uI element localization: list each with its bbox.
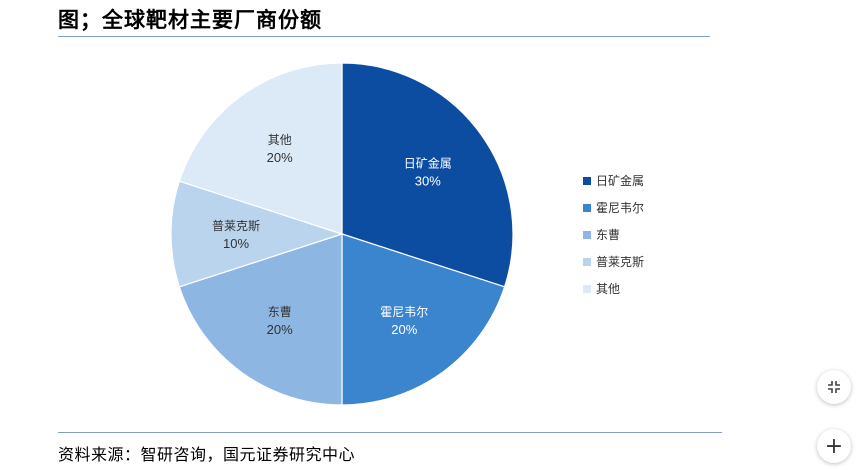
slice-label-4: 普莱克斯 [212, 219, 260, 233]
pie-slice-1 [341, 62, 514, 288]
title-divider [58, 36, 710, 37]
legend-swatch-1 [583, 177, 591, 185]
pie-slice-2 [341, 233, 506, 406]
collapse-button[interactable] [817, 370, 851, 404]
slice-label-1: 日矿金属 [404, 156, 452, 171]
legend-label-1: 日矿金属 [596, 173, 644, 188]
slice-label-3: 东曹 [268, 305, 292, 319]
collapse-icon [828, 381, 840, 393]
legend-label-5: 其他 [596, 282, 620, 296]
pie-slices [170, 62, 514, 406]
source-note: 资料来源：智研咨询，国元证券研究中心 [58, 445, 356, 464]
slice-label-5: 其他 [268, 133, 292, 147]
legend-swatch-2 [583, 204, 591, 212]
slice-value-label-5: 20% [267, 150, 293, 165]
slice-value-label-4: 10% [223, 236, 249, 251]
slice-value-label-2: 20% [391, 322, 417, 337]
legend-swatch-3 [583, 231, 591, 239]
slice-label-2: 霍尼韦尔 [380, 304, 428, 319]
legend-label-2: 霍尼韦尔 [596, 200, 644, 215]
pie-slice-labels: 日矿金属 30% 霍尼韦尔 20% 东曹 20% 普莱克斯 10% 其他 20% [212, 133, 452, 337]
legend-swatch-5 [583, 285, 591, 293]
slice-value-label-3: 20% [267, 322, 293, 337]
pie-slice-3 [178, 233, 343, 406]
plus-icon: + [824, 433, 844, 459]
legend-label-3: 东曹 [596, 228, 620, 242]
source-divider [58, 432, 722, 433]
slice-value-label-1: 30% [415, 174, 441, 189]
legend-label-4: 普莱克斯 [596, 255, 644, 269]
pie-slice-4 [170, 180, 344, 288]
add-button[interactable]: + [817, 429, 851, 463]
legend-swatch-4 [583, 258, 591, 266]
pie-slice-5 [178, 62, 343, 235]
chart-title: 图；全球靶材主要厂商份额 [58, 8, 322, 32]
